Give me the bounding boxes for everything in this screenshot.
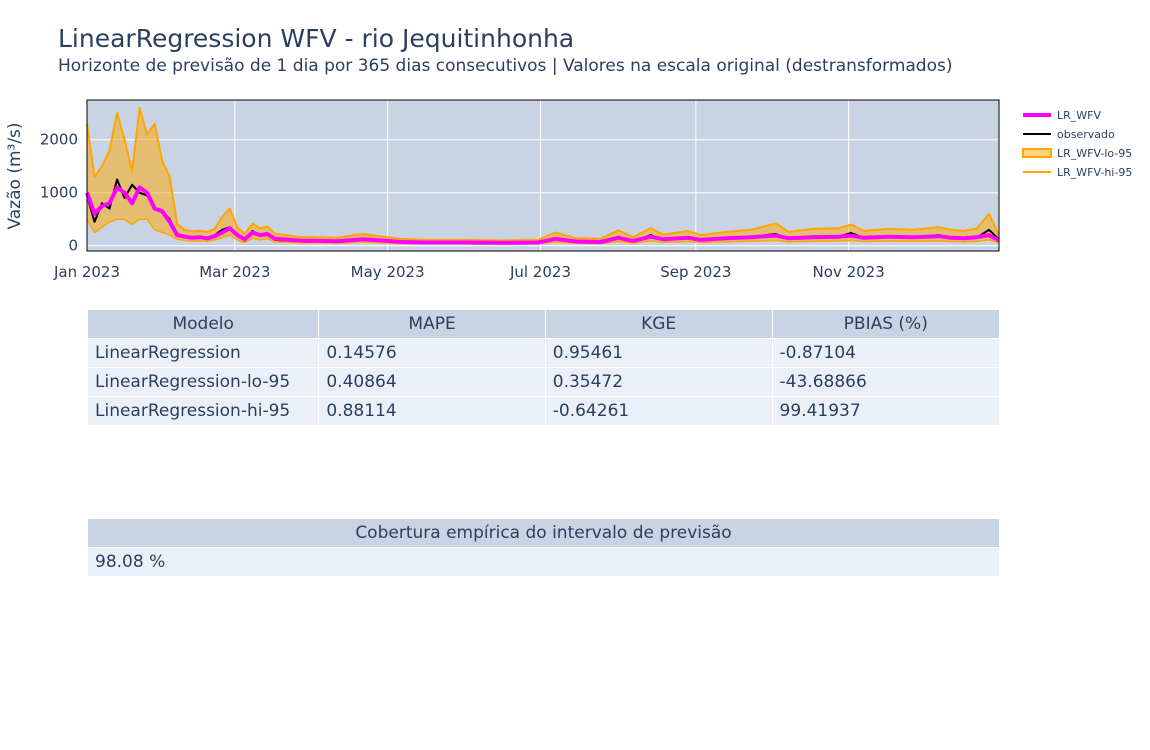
header-pbias: PBIAS (%) <box>771 309 1001 339</box>
header-kge: KGE <box>544 309 773 339</box>
x-tick-label: May 2023 <box>351 263 425 281</box>
series-lr-wfv-line <box>85 185 1000 245</box>
legend-label: LR_WFV <box>1057 109 1101 122</box>
cell-kge: 0.35472 <box>544 367 773 397</box>
legend-item[interactable]: observado <box>1023 128 1115 141</box>
flow-chart[interactable]: Jan 2023 Mar 2023 May 2023 Jul 2023 Sep 2023… <box>0 0 1150 290</box>
coverage-value: 98.08 % <box>87 547 1000 577</box>
cell-model: LinearRegression <box>86 338 320 368</box>
header-modelo: Modelo <box>86 309 320 339</box>
cell-mape: 0.40864 <box>318 367 546 397</box>
x-axis-ticks: Jan 2023 Mar 2023 May 2023 Jul 2023 Sep 2023… <box>53 263 885 281</box>
legend[interactable]: LR_WFV observado LR_WFV-lo-95 LR_WFV-hi-95 <box>1022 109 1132 179</box>
coverage-header: Cobertura empírica do intervalo de previ… <box>87 518 1000 548</box>
x-tick-label: Jul 2023 <box>509 263 571 281</box>
x-tick-label: Nov 2023 <box>813 263 885 281</box>
x-tick-label: Sep 2023 <box>660 263 731 281</box>
legend-item[interactable]: LR_WFV-lo-95 <box>1022 147 1132 160</box>
legend-item[interactable]: LR_WFV-hi-95 <box>1023 166 1132 179</box>
y-tick-label: 0 <box>68 237 78 255</box>
metrics-table: Modelo MAPE KGE PBIAS (%) LinearRegressi… <box>86 309 1001 426</box>
coverage-table: Cobertura empírica do intervalo de previ… <box>87 518 1000 577</box>
legend-label: LR_WFV-lo-95 <box>1057 147 1132 160</box>
cell-mape: 0.14576 <box>318 338 546 368</box>
cell-model: LinearRegression-lo-95 <box>86 367 320 397</box>
cell-pbias: 99.41937 <box>771 396 1001 426</box>
legend-swatch <box>1022 148 1052 158</box>
cell-mape: 0.88114 <box>318 396 546 426</box>
plot-frame <box>86 99 1000 252</box>
y-tick-label: 2000 <box>40 131 78 149</box>
cell-pbias: -43.68866 <box>771 367 1001 397</box>
series-hi-95-line <box>86 106 1000 242</box>
series-lo-95-line <box>86 218 1000 245</box>
table-row: LinearRegression-lo-95 0.40864 0.35472 -… <box>86 367 1001 397</box>
cell-kge: 0.95461 <box>544 338 773 368</box>
header-mape: MAPE <box>318 309 546 339</box>
chart-title: LinearRegression WFV - rio Jequitinhonha <box>58 24 575 53</box>
legend-label: LR_WFV-hi-95 <box>1057 166 1132 179</box>
table-row: LinearRegression-hi-95 0.88114 -0.64261 … <box>86 396 1001 426</box>
table-row: LinearRegression 0.14576 0.95461 -0.8710… <box>86 338 1001 368</box>
cell-model: LinearRegression-hi-95 <box>86 396 320 426</box>
legend-label: observado <box>1057 128 1115 141</box>
series-lines <box>85 106 1000 245</box>
y-axis-label: Vazão (m³/s) <box>5 122 25 229</box>
table-row: 98.08 % <box>87 547 1000 577</box>
x-tick-label: Mar 2023 <box>199 263 270 281</box>
cell-pbias: -0.87104 <box>771 338 1001 368</box>
legend-item[interactable]: LR_WFV <box>1023 109 1101 122</box>
y-tick-label: 1000 <box>40 184 78 202</box>
chart-subtitle: Horizonte de previsão de 1 dia por 365 d… <box>58 56 953 76</box>
y-axis-ticks: 0 1000 2000 <box>40 131 78 255</box>
cell-kge: -0.64261 <box>544 396 773 426</box>
x-tick-label: Jan 2023 <box>53 263 120 281</box>
